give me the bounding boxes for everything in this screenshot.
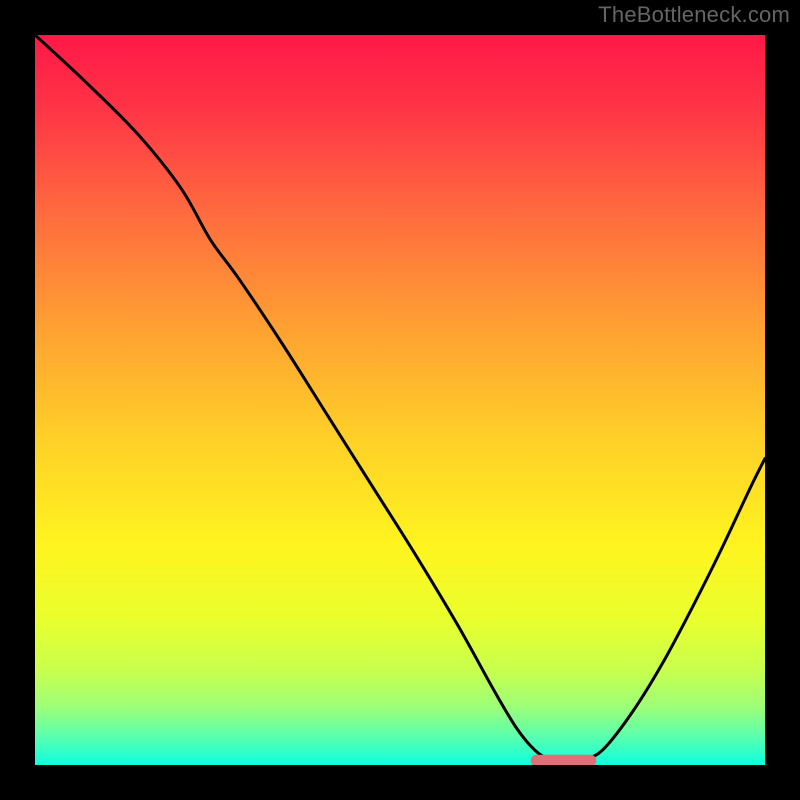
chart-frame: TheBottleneck.com (0, 0, 800, 800)
chart-background (35, 35, 765, 765)
optimal-range-marker (531, 755, 597, 765)
watermark-text: TheBottleneck.com (598, 2, 790, 28)
bottleneck-chart-svg (35, 35, 765, 765)
plot-area (35, 35, 765, 765)
